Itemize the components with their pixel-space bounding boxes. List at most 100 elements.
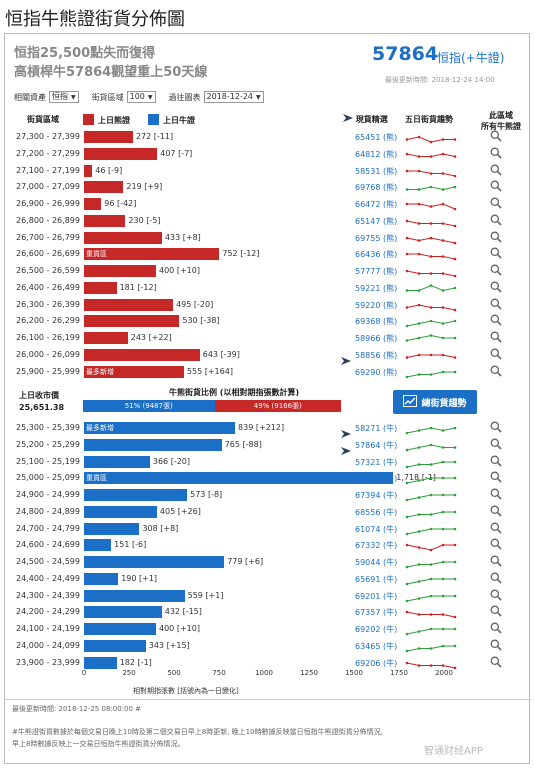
search-icon[interactable] (490, 505, 502, 517)
top-stock-code[interactable]: 66472 (熊) (355, 200, 398, 209)
top-stock-code[interactable]: 69768 (熊) (355, 183, 398, 193)
bar[interactable] (84, 522, 140, 535)
bar[interactable] (84, 572, 119, 585)
bar[interactable] (84, 265, 156, 277)
bar[interactable] (84, 365, 184, 378)
top-stock-code[interactable]: 69202 (牛) (355, 625, 398, 634)
top-stock-code[interactable]: 59044 (牛) (355, 558, 398, 567)
search-icon[interactable] (490, 488, 502, 500)
search-icon[interactable] (490, 622, 502, 634)
search-icon[interactable] (490, 421, 502, 433)
search-icon[interactable] (490, 298, 502, 310)
bar[interactable] (84, 639, 146, 652)
bar[interactable] (84, 164, 93, 177)
top-stock-code[interactable]: 58531 (熊) (355, 166, 398, 176)
top-stock-code[interactable]: 67357 (牛) (355, 608, 398, 618)
search-icon[interactable] (490, 365, 502, 377)
search-icon[interactable] (490, 471, 502, 483)
search-icon[interactable] (490, 656, 502, 668)
search-icon[interactable] (490, 639, 502, 651)
top-stock-code[interactable]: 65147 (熊) (355, 216, 398, 226)
top-stock-code[interactable]: 65691 (牛) (355, 574, 398, 584)
search-icon[interactable] (490, 314, 502, 326)
search-icon[interactable] (490, 589, 502, 601)
bar[interactable] (84, 656, 117, 669)
search-icon[interactable] (490, 180, 502, 192)
bar[interactable] (84, 623, 156, 635)
bar[interactable] (84, 315, 180, 328)
bar[interactable] (84, 606, 162, 619)
search-icon[interactable] (490, 130, 502, 142)
top-stock-code[interactable]: 69755 (熊) (355, 233, 398, 243)
top-stock-code[interactable]: 57321 (牛) (355, 457, 398, 467)
footnote-1: #牛熊證街貨數據於每個交易日晚上10時及第二個交易日早上8時更新, 晚上10時數… (12, 728, 383, 736)
search-icon[interactable] (490, 264, 502, 276)
search-icon[interactable] (490, 331, 502, 343)
bar[interactable] (84, 539, 112, 552)
zone-select[interactable]: 100 ▼ (126, 91, 156, 103)
bar[interactable] (84, 505, 157, 518)
top-stock-code[interactable]: 69290 (熊) (355, 367, 398, 377)
total-trend-button[interactable]: 總街貨趨勢 (393, 390, 477, 414)
bar[interactable] (84, 131, 133, 143)
search-icon[interactable] (490, 555, 502, 567)
bar[interactable] (84, 214, 126, 227)
bar[interactable] (84, 147, 158, 160)
search-icon[interactable] (490, 538, 502, 550)
search-icon[interactable] (490, 572, 502, 584)
top-stock-code[interactable]: 66436 (熊) (355, 250, 398, 260)
featured-stock-code[interactable]: 57864 (372, 43, 439, 65)
top-stock-code[interactable]: 58271 (牛) (355, 424, 398, 433)
search-icon[interactable] (490, 438, 502, 450)
top-stock-code[interactable]: 69201 (牛) (355, 591, 398, 601)
past-chart-select[interactable]: 2018-12-24 ▼ (203, 91, 264, 103)
bar[interactable] (84, 231, 162, 244)
bar[interactable] (84, 298, 174, 311)
top-stock-code[interactable]: 57777 (熊) (355, 267, 398, 276)
bar-value: 407 [-7] (160, 148, 193, 158)
asset-select[interactable]: 恒指 ▼ (49, 91, 79, 103)
bar[interactable] (84, 281, 117, 294)
top-stock-code[interactable]: 61074 (牛) (355, 524, 398, 534)
search-icon[interactable] (490, 147, 502, 159)
top-stock-code[interactable]: 67391 (牛) (355, 474, 398, 484)
bar[interactable] (84, 489, 188, 501)
search-icon[interactable] (490, 164, 502, 176)
bar[interactable] (84, 198, 102, 210)
top-stock-code[interactable]: 64812 (熊) (355, 149, 398, 159)
top-stock-code[interactable]: 69206 (牛) (355, 658, 398, 668)
search-icon[interactable] (490, 247, 502, 259)
bar[interactable] (84, 455, 150, 468)
search-icon[interactable] (490, 455, 502, 467)
bar-value: 1,718 [-1] (396, 473, 436, 483)
bar[interactable] (84, 556, 225, 568)
top-stock-code[interactable]: 65451 (熊) (355, 133, 398, 142)
bar[interactable] (84, 181, 124, 194)
search-icon[interactable] (490, 522, 502, 534)
bar[interactable] (84, 438, 222, 451)
top-stock-code[interactable]: 68556 (牛) (355, 507, 398, 517)
top-stock-code[interactable]: 59221 (熊) (355, 283, 398, 293)
bar[interactable] (84, 422, 236, 434)
bar[interactable] (84, 472, 394, 485)
top-stock-code[interactable]: 67394 (牛) (355, 491, 398, 500)
search-icon[interactable] (490, 605, 502, 617)
top-stock-code[interactable]: 67332 (牛) (355, 541, 398, 551)
top-stock-code[interactable]: 58856 (熊) (355, 350, 398, 360)
search-icon[interactable] (490, 281, 502, 293)
search-icon[interactable] (490, 197, 502, 209)
search-icon[interactable] (490, 214, 502, 226)
bar[interactable] (84, 332, 128, 344)
bar[interactable] (84, 348, 200, 361)
top-stock-code[interactable]: 58966 (熊) (355, 334, 398, 343)
search-icon[interactable] (490, 231, 502, 243)
search-icon[interactable] (490, 348, 502, 360)
top-stock-code[interactable]: 59220 (熊) (355, 300, 398, 310)
top-stock-code[interactable]: 63465 (牛) (355, 641, 398, 651)
bar[interactable] (84, 589, 185, 602)
top-stock-code[interactable]: 69368 (熊) (355, 317, 398, 327)
bar[interactable] (84, 248, 220, 261)
zone-range: 24,400 - 24,499 (16, 573, 80, 583)
top-stock-code[interactable]: 57864 (牛) (355, 440, 398, 450)
zone-range: 24,500 - 24,599 (16, 557, 80, 566)
